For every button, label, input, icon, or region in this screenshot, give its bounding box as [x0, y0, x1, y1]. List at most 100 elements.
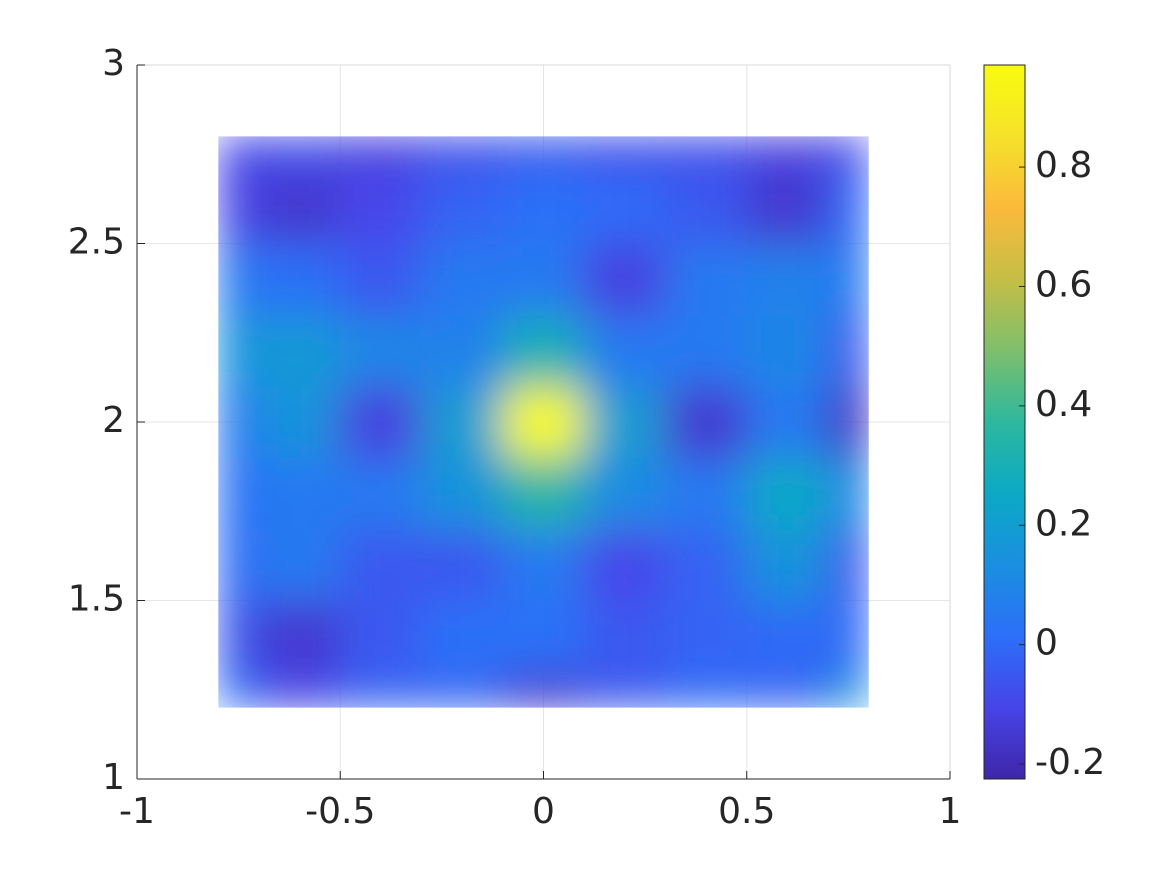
heatmap-cell: [421, 314, 504, 387]
heatmap-cell: [258, 171, 341, 244]
heatmap-cell: [664, 671, 748, 708]
colorbar-tick-label: 0.6: [1035, 264, 1092, 305]
colorbar-tick-label: 0.4: [1035, 384, 1092, 425]
heatmap-cell: [421, 528, 504, 601]
heatmap-cell: [421, 385, 504, 459]
heatmap-cell: [664, 314, 748, 387]
heatmap-cell: [583, 385, 666, 459]
heatmap-cell: [583, 671, 666, 708]
heatmap-cell: [258, 243, 341, 316]
heatmap-cell: [502, 600, 585, 673]
heatmap-cell: [502, 136, 585, 173]
heatmap-cell: [218, 243, 260, 316]
heatmap-cell: [421, 671, 504, 708]
heatmap-cell: [664, 243, 748, 316]
heatmap-cell: [339, 171, 423, 244]
heatmap-cell: [746, 671, 829, 708]
heatmap-cell: [218, 457, 260, 530]
y-tick-label: 1.5: [68, 579, 125, 620]
heatmap-cell: [258, 385, 341, 459]
heatmap-cells: [218, 136, 869, 708]
heatmap-cell: [218, 314, 260, 387]
heatmap-cell: [664, 600, 748, 673]
heatmap-cell: [218, 600, 260, 673]
heatmap-cell: [583, 314, 666, 387]
heatmap-cell: [258, 528, 341, 601]
heatmap-cell: [583, 243, 666, 316]
colorbar: [983, 64, 1026, 780]
heatmap-cell: [827, 314, 869, 387]
heatmap-cell: [218, 528, 260, 601]
heatmap-cell: [421, 457, 504, 530]
heatmap-cell: [339, 243, 423, 316]
y-tick-label: 1: [102, 757, 125, 798]
heatmap-cell: [827, 600, 869, 673]
x-tick-label: 0: [532, 791, 555, 832]
heatmap-cell: [664, 136, 748, 173]
heatmap-cell: [421, 171, 504, 244]
y-tick-label: 3: [102, 43, 125, 84]
heatmap-cell: [258, 136, 341, 173]
heatmap-cell: [583, 528, 666, 601]
heatmap-cell: [258, 457, 341, 530]
heatmap-cell: [502, 385, 585, 459]
y-tick-label: 2.5: [68, 222, 125, 263]
heatmap-cell: [583, 136, 666, 173]
x-tick-label: -1: [119, 791, 155, 832]
heatmap-cell: [583, 457, 666, 530]
heatmap-cell: [502, 171, 585, 244]
heatmap-cell: [502, 671, 585, 708]
heatmap-cell: [339, 314, 423, 387]
heatmap-cell: [218, 136, 260, 173]
heatmap-cell: [827, 671, 869, 708]
heatmap-cell: [218, 385, 260, 459]
colorbar-tick-label: 0: [1035, 623, 1058, 664]
heatmap-cell: [664, 528, 748, 601]
heatmap-cell: [664, 385, 748, 459]
heatmap-cell: [746, 385, 829, 459]
x-tick-label: -0.5: [305, 791, 375, 832]
colorbar-tick-label: 0.8: [1035, 145, 1092, 186]
x-tick-label: 1: [939, 791, 962, 832]
heatmap-cell: [258, 314, 341, 387]
heatmap-cell: [583, 600, 666, 673]
heatmap-cell: [746, 136, 829, 173]
heatmap-cell: [421, 600, 504, 673]
x-tick-label: 0.5: [718, 791, 775, 832]
heatmap-cell: [746, 171, 829, 244]
heatmap-cell: [258, 600, 341, 673]
heatmap-cell: [502, 457, 585, 530]
colorbar-tick-label: -0.2: [1035, 742, 1105, 783]
heatmap-cell: [827, 171, 869, 244]
heatmap-cell: [746, 600, 829, 673]
heatmap-cell: [339, 528, 423, 601]
heatmap-cell: [421, 243, 504, 316]
heatmap-cell: [827, 528, 869, 601]
heatmap-cell: [827, 243, 869, 316]
heatmap-cell: [502, 243, 585, 316]
heatmap-cell: [746, 457, 829, 530]
heatmap-cell: [827, 385, 869, 459]
heatmap-cell: [502, 314, 585, 387]
heatmap-cell: [421, 136, 504, 173]
heatmap-cell: [746, 243, 829, 316]
heatmap-cell: [583, 171, 666, 244]
heatmap-cell: [746, 314, 829, 387]
heatmap-cell: [218, 671, 260, 708]
heatmap-cell: [339, 600, 423, 673]
heatmap-cell: [502, 528, 585, 601]
heatmap: [218, 136, 869, 708]
heatmap-cell: [827, 457, 869, 530]
heatmap-cell: [339, 385, 423, 459]
heatmap-cell: [664, 457, 748, 530]
heatmap-cell: [827, 136, 869, 173]
heatmap-cell: [258, 671, 341, 708]
heatmap-cell: [339, 671, 423, 708]
heatmap-cell: [339, 457, 423, 530]
heatmap-cell: [218, 171, 260, 244]
heatmap-cell: [339, 136, 423, 173]
colorbar-tick-label: 0.2: [1035, 503, 1092, 544]
y-tick-label: 2: [102, 400, 125, 441]
heatmap-cell: [746, 528, 829, 601]
heatmap-cell: [664, 171, 748, 244]
